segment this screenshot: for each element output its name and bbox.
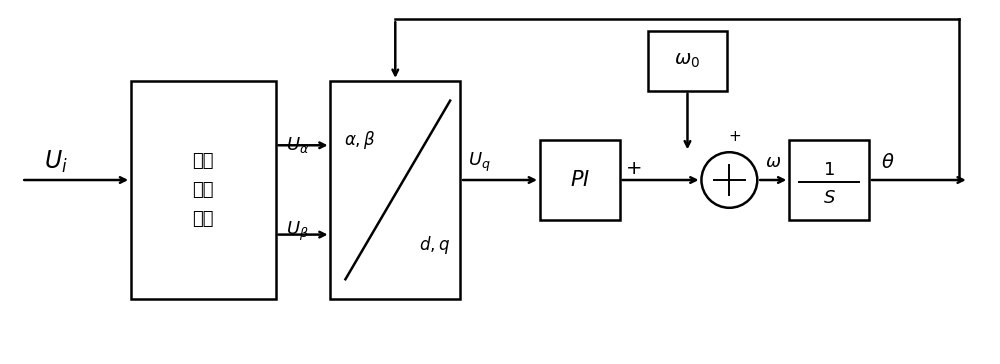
Bar — [330, 81, 460, 299]
Text: $PI$: $PI$ — [570, 170, 590, 190]
Text: 正交
相量
产生: 正交 相量 产生 — [192, 152, 214, 228]
Bar — [648, 31, 727, 91]
Text: $\omega$: $\omega$ — [765, 153, 782, 171]
Text: $1$: $1$ — [823, 161, 835, 179]
Text: $\mathit{U}_\beta$: $\mathit{U}_\beta$ — [286, 220, 308, 243]
Text: $\mathit{U}_q$: $\mathit{U}_q$ — [468, 151, 491, 174]
Bar — [789, 140, 869, 220]
Text: +: + — [625, 159, 642, 178]
Text: $\omega_0$: $\omega_0$ — [674, 51, 701, 70]
Text: $d,q$: $d,q$ — [419, 234, 450, 256]
Bar — [131, 81, 276, 299]
Bar — [540, 140, 620, 220]
Circle shape — [701, 152, 757, 208]
Text: +: + — [728, 129, 741, 144]
Text: $\mathit{U}_\alpha$: $\mathit{U}_\alpha$ — [286, 135, 309, 155]
Text: $\alpha,\beta$: $\alpha,\beta$ — [344, 129, 376, 151]
Text: $\theta$: $\theta$ — [881, 153, 895, 172]
Text: $S$: $S$ — [823, 189, 836, 207]
Text: $\mathit{U}_i$: $\mathit{U}_i$ — [44, 149, 68, 175]
